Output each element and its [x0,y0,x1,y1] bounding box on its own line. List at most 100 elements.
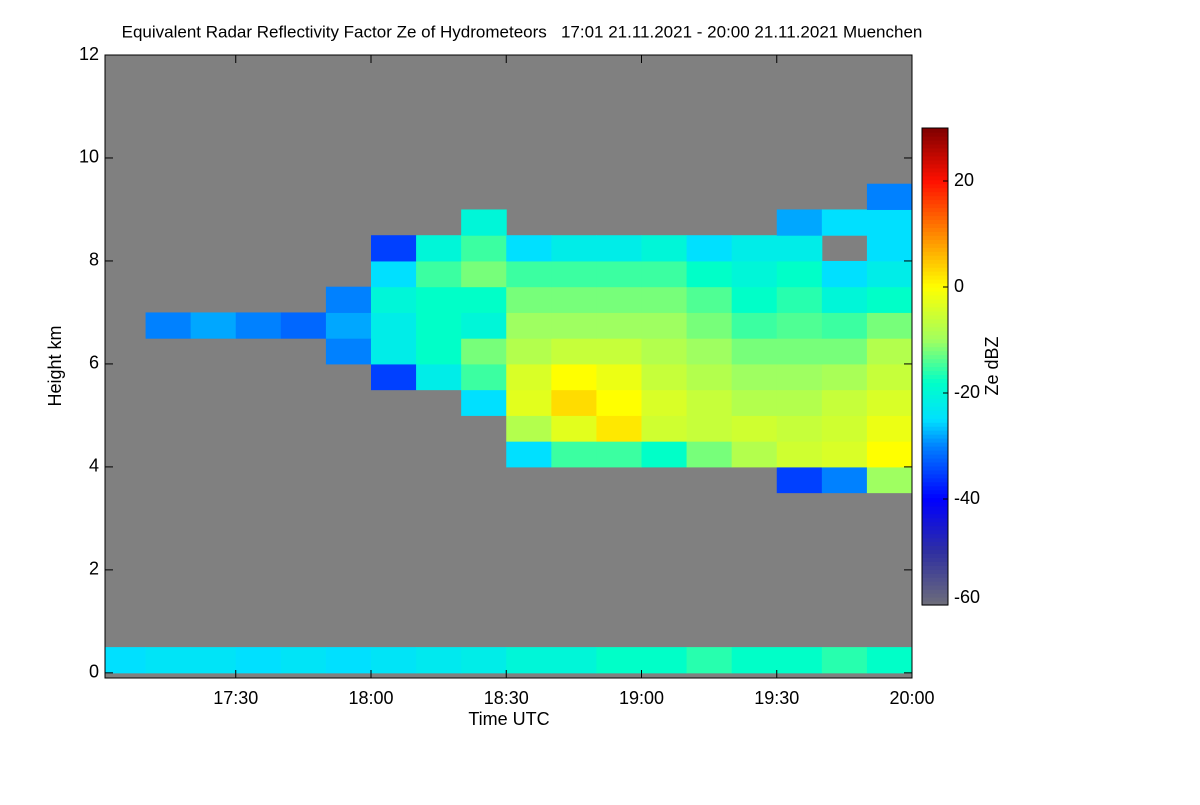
heatmap-cell [370,286,417,313]
plot-frame [104,54,913,679]
colorbar-segment [922,505,948,511]
heatmap-cell [190,647,237,674]
colorbar-segment [922,195,948,201]
colorbar-segment [922,541,948,546]
heatmap-cell [776,286,823,313]
heatmap-cell [731,415,778,442]
heatmap-cell [551,260,597,288]
y-tick-label: 6 [89,353,99,373]
heatmap-cell [641,260,688,288]
heatmap-cell [325,647,372,674]
colorbar-segment [922,446,948,451]
colorbar-segment [922,449,948,455]
heatmap-cell [596,415,642,442]
colorbar-segment [922,219,948,224]
colorbar-segment [922,537,948,542]
colorbar-segment [922,167,948,173]
colorbar-segment [922,155,948,161]
heatmap-cell [866,286,913,313]
colorbar-segment [922,139,948,145]
colorbar-segment [922,489,948,495]
colorbar-segment [922,290,948,296]
colorbar-segment [922,143,948,149]
colorbar-segment [922,279,948,284]
heatmap-cell [461,209,507,236]
heatmap-cell [731,363,778,391]
heatmap-cell [731,235,778,262]
colorbar-segment [922,597,948,602]
colorbar-segment [922,354,948,360]
heatmap-cell [370,338,417,365]
heatmap-cell [686,415,733,442]
heatmap-cell [821,466,868,494]
colorbar-segment [922,247,948,252]
colorbar-tick-label: 0 [954,276,964,296]
heatmap-cell [641,389,688,416]
heatmap-cell [506,441,552,468]
heatmap-cell [731,260,778,288]
heatmap-cell [461,389,507,416]
colorbar-frame [921,127,949,606]
heatmap-cell [596,363,642,391]
colorbar-segment [922,485,948,491]
heatmap-cell [551,363,597,391]
colorbar-segment [922,569,948,574]
heatmap-cell [731,312,778,339]
colorbar-segment [922,358,948,364]
colorbar-segment [922,163,948,169]
heatmap-cell [731,441,778,468]
colorbar-tick-label: -40 [954,488,980,508]
heatmap-cell [821,338,868,365]
colorbar-segment [922,481,948,487]
heatmap-cell [370,260,417,288]
heatmap-cell [506,286,552,313]
colorbar-tick-label: -60 [954,587,980,607]
heatmap-cell [145,312,192,339]
heatmap-cell [776,260,823,288]
colorbar-segment [922,565,948,570]
colorbar-segment [922,243,948,248]
y-tick-label: 8 [89,250,99,270]
heatmap-cell [776,466,823,494]
colorbar-segment [922,545,948,550]
heatmap-cell [821,441,868,468]
heatmap-cell [641,235,688,262]
heatmap-cell [731,389,778,416]
colorbar-segment [922,414,948,419]
colorbar-segment [922,521,948,527]
colorbar-segment [922,453,948,459]
heatmap-cell [105,647,147,674]
heatmap-cell [551,647,597,674]
heatmap-cell [461,312,507,339]
heatmap-cell [596,389,642,416]
colorbar-segment [922,426,948,431]
heatmap-cell [686,312,733,339]
heatmap-cell [416,312,462,339]
heatmap-cell [731,338,778,365]
heatmap-cell [641,363,688,391]
heatmap-cell [821,312,868,339]
heatmap-cell [461,338,507,365]
y-tick-label: 10 [79,147,99,167]
heatmap-cell [506,647,552,674]
colorbar-tick-label: 20 [954,170,974,190]
colorbar-segment [922,199,948,205]
heatmap-cell [596,312,642,339]
colorbar-segment [922,382,948,387]
colorbar-segment [922,386,948,391]
colorbar-segment [922,294,948,300]
heatmap-cell [506,338,552,365]
colorbar-segment [922,581,948,586]
colorbar-label: Ze dBZ [982,336,1002,395]
colorbar-segment [922,338,948,344]
heatmap-cell [416,235,462,262]
heatmap-cell [866,647,913,674]
colorbar-segment [922,171,948,177]
heatmap-cell [461,647,507,674]
heatmap-cell [866,183,913,210]
heatmap-cell [370,312,417,339]
colorbar-segment [922,283,948,288]
colorbar-segment [922,473,948,479]
heatmap-cell [821,363,868,391]
heatmap-cell [551,389,597,416]
